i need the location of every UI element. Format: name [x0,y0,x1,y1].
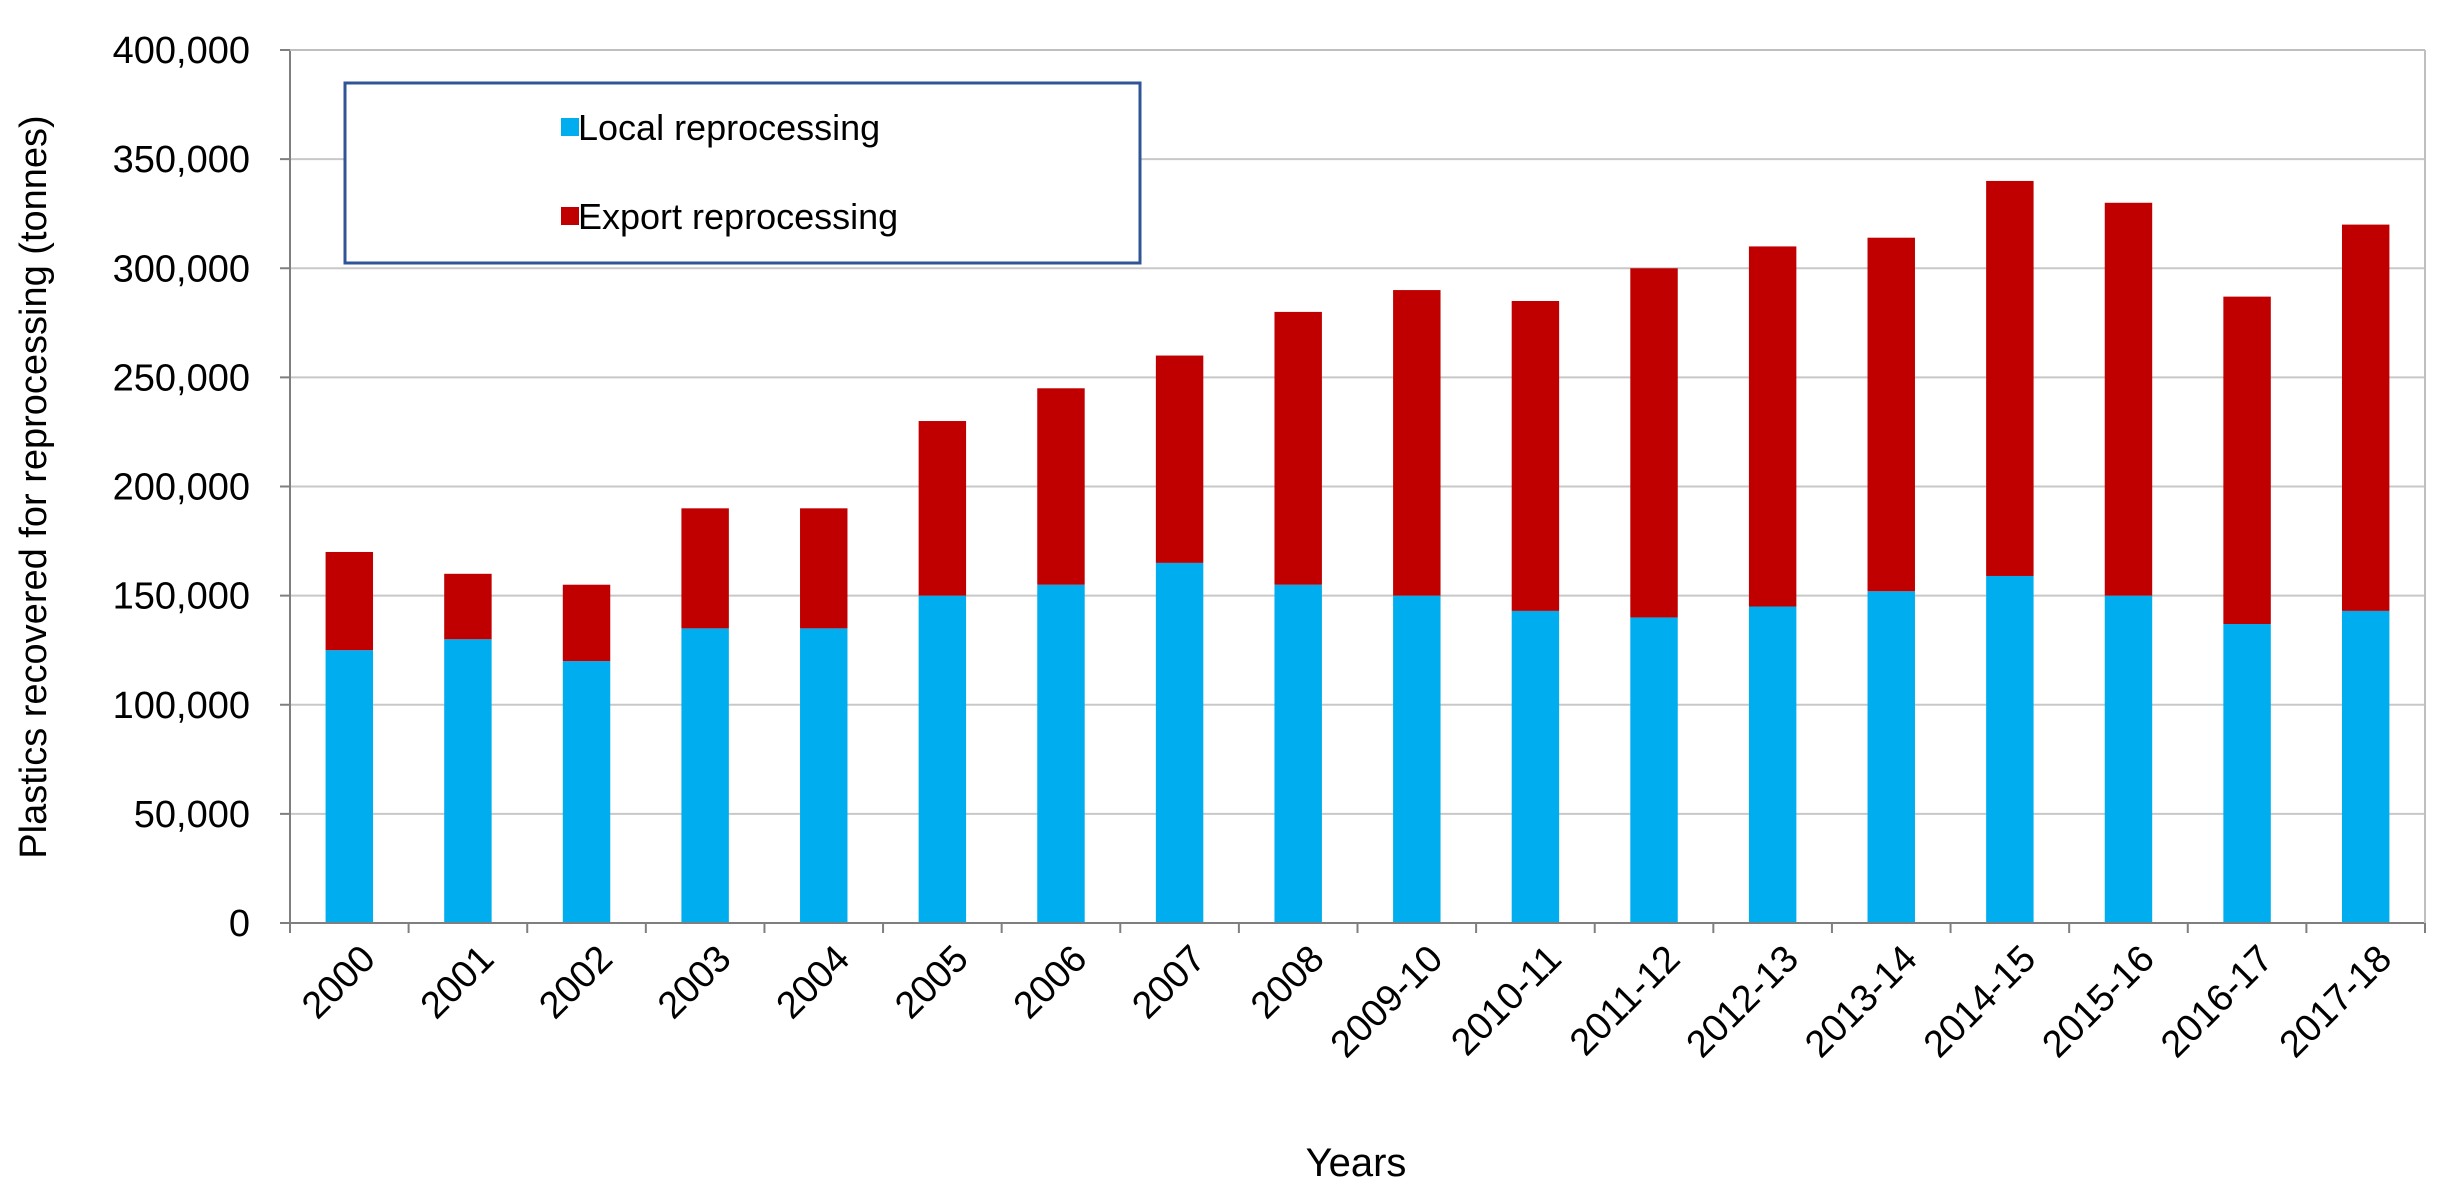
bar-local-2014-15 [1986,575,2034,923]
bar-local-2008 [1274,584,1322,923]
y-axis-label: Plastics recovered for reprocessing (ton… [13,115,55,858]
bar-export-2009-10 [1393,290,1441,596]
bar-export-2017-18 [2341,224,2390,611]
legend-box [343,81,1142,265]
y-tick-label: 100,000 [113,685,250,727]
bar-local-2006 [1037,584,1085,923]
bars [325,180,2390,923]
bar-export-2013-14 [1867,237,1915,592]
bar-export-2000 [325,551,374,651]
bar-local-2016-17 [2223,623,2271,923]
bar-local-2017-18 [2341,610,2390,923]
bar-local-2001 [444,639,492,923]
y-tick-label: 150,000 [113,576,250,618]
bar-export-2016-17 [2223,296,2271,624]
bar-export-2012-13 [1748,246,1797,607]
legend: Local reprocessing Export reprocessing [343,81,1142,265]
axes [280,49,2426,933]
legend-label-export: Export reprocessing [578,196,898,237]
bar-local-2009-10 [1393,595,1441,923]
bar-export-2003 [681,508,729,629]
legend-swatch-local [561,118,579,136]
bar-local-2015-16 [2104,595,2153,923]
bar-export-2004 [800,508,848,629]
bar-export-2002 [562,584,611,662]
y-tick-label: 300,000 [113,248,250,290]
y-tick-label: 50,000 [134,794,250,836]
bar-local-2002 [562,661,611,923]
bar-local-2012-13 [1748,606,1797,923]
legend-swatch-export [561,207,579,225]
bar-export-2008 [1274,311,1322,585]
bar-export-2014-15 [1986,180,2034,576]
bar-export-2011-12 [1630,268,1678,618]
y-tick-labels: 0 50,000 100,000 150,000 200,000 250,000 300,0… [113,30,250,945]
y-tick-label: 250,000 [113,357,250,399]
bar-export-2015-16 [2104,202,2153,596]
bar-local-2000 [325,650,374,923]
y-tick-label: 400,000 [113,30,250,72]
bar-local-2005 [918,595,967,923]
bar-export-2005 [918,421,967,596]
bar-local-2013-14 [1867,591,1915,923]
bar-export-2001 [444,573,492,640]
bar-local-2011-12 [1630,617,1678,923]
bar-local-2004 [800,628,848,923]
y-tick-label: 200,000 [113,467,250,509]
y-tick-label: 0 [229,903,250,945]
x-axis-label: Years [1306,1141,1407,1185]
bar-export-2010-11 [1511,300,1560,611]
bar-local-2003 [681,628,729,923]
bar-local-2007 [1155,562,1204,923]
y-tick-label: 350,000 [113,139,250,181]
bar-local-2010-11 [1511,610,1560,923]
legend-label-local: Local reprocessing [578,107,880,148]
bar-export-2007 [1155,355,1204,563]
bar-export-2006 [1037,388,1085,585]
